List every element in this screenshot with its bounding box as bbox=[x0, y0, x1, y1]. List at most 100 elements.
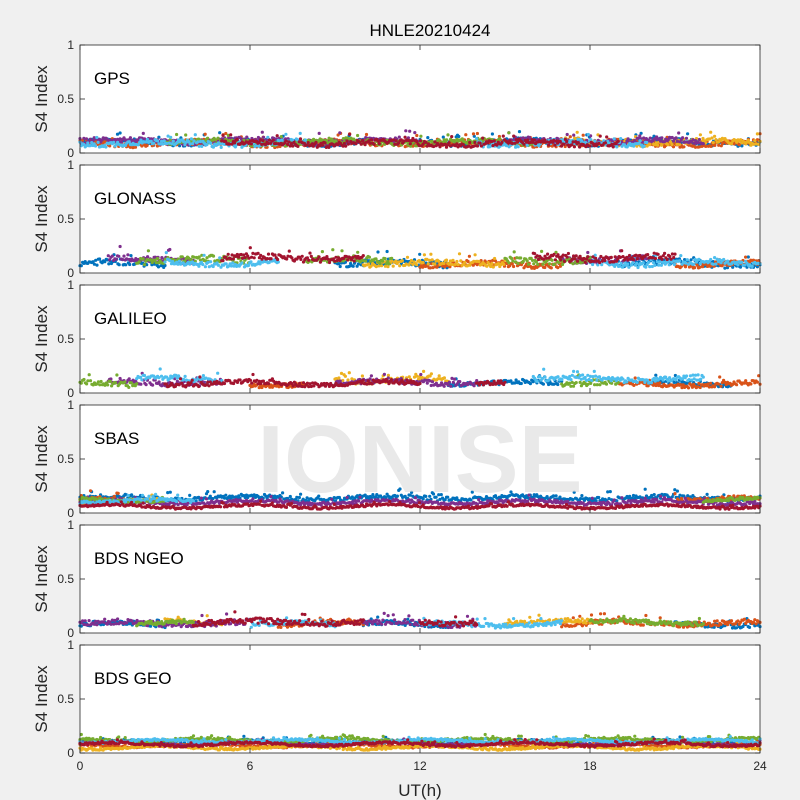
data-point bbox=[146, 255, 150, 259]
data-point bbox=[697, 137, 702, 142]
data-point bbox=[697, 145, 702, 149]
data-point bbox=[511, 264, 516, 269]
data-point bbox=[445, 138, 449, 142]
data-point bbox=[133, 145, 138, 149]
data-point bbox=[512, 134, 516, 138]
data-point bbox=[221, 259, 225, 263]
data-point bbox=[425, 381, 429, 385]
data-point bbox=[226, 252, 230, 256]
data-point bbox=[128, 262, 132, 267]
data-point bbox=[526, 262, 531, 266]
data-point bbox=[468, 140, 472, 145]
data-point bbox=[560, 377, 564, 382]
data-point bbox=[370, 382, 374, 386]
constellation-label: GPS bbox=[94, 69, 130, 88]
data-point bbox=[252, 256, 256, 260]
data-point bbox=[658, 381, 662, 385]
data-point bbox=[709, 144, 713, 148]
data-point bbox=[475, 131, 479, 136]
data-point bbox=[377, 142, 381, 146]
data-point bbox=[104, 145, 108, 149]
data-point bbox=[493, 256, 497, 261]
data-point bbox=[84, 137, 89, 141]
data-point bbox=[451, 380, 455, 384]
data-point bbox=[516, 145, 520, 149]
data-point bbox=[182, 377, 186, 382]
data-point bbox=[693, 266, 697, 270]
data-point bbox=[366, 262, 371, 266]
data-point bbox=[675, 142, 679, 146]
data-point bbox=[609, 255, 613, 259]
data-point bbox=[481, 136, 485, 140]
data-point bbox=[467, 254, 471, 258]
data-point bbox=[547, 262, 552, 266]
data-point bbox=[327, 145, 331, 149]
data-point bbox=[659, 139, 663, 143]
data-point bbox=[685, 258, 689, 262]
data-point bbox=[549, 266, 553, 270]
data-point bbox=[337, 376, 341, 380]
data-point bbox=[507, 261, 511, 265]
data-point bbox=[533, 252, 537, 256]
data-point bbox=[589, 134, 593, 138]
data-point bbox=[279, 135, 283, 139]
data-point bbox=[490, 132, 494, 136]
data-point bbox=[296, 144, 300, 148]
data-point bbox=[378, 261, 382, 266]
data-point bbox=[519, 256, 523, 260]
data-point bbox=[160, 256, 164, 260]
data-point bbox=[342, 141, 346, 145]
data-point bbox=[361, 378, 365, 382]
data-point bbox=[683, 140, 687, 144]
data-point bbox=[477, 260, 481, 264]
data-point bbox=[631, 257, 636, 262]
data-point bbox=[231, 257, 235, 261]
data-point bbox=[155, 256, 160, 261]
data-point bbox=[119, 140, 123, 144]
data-point bbox=[422, 253, 426, 257]
data-point bbox=[446, 133, 450, 137]
data-point bbox=[748, 140, 752, 145]
data-point bbox=[729, 142, 734, 146]
data-point bbox=[338, 131, 342, 135]
data-point bbox=[712, 385, 717, 389]
data-point bbox=[447, 141, 451, 145]
data-point bbox=[157, 380, 161, 384]
data-point bbox=[709, 130, 713, 134]
data-point bbox=[301, 381, 306, 385]
y-tick-label: 0.5 bbox=[57, 332, 74, 346]
data-point bbox=[464, 133, 468, 137]
data-point bbox=[317, 131, 321, 135]
data-point bbox=[625, 380, 629, 384]
data-point bbox=[352, 259, 356, 263]
data-point bbox=[356, 250, 360, 254]
data-point bbox=[441, 135, 445, 139]
data-point bbox=[178, 377, 183, 381]
data-point bbox=[142, 373, 147, 378]
data-point bbox=[675, 139, 680, 143]
data-point bbox=[129, 381, 133, 385]
data-point bbox=[390, 256, 394, 260]
data-point bbox=[735, 383, 739, 387]
data-point bbox=[613, 255, 617, 259]
data-point bbox=[612, 137, 616, 141]
data-point bbox=[627, 253, 632, 258]
data-point bbox=[698, 133, 703, 137]
data-point bbox=[740, 144, 744, 148]
data-point bbox=[211, 254, 216, 258]
data-point bbox=[327, 136, 331, 140]
data-point bbox=[744, 255, 748, 259]
data-point bbox=[287, 249, 291, 253]
data-point bbox=[562, 259, 567, 263]
data-point bbox=[449, 384, 453, 388]
data-point bbox=[661, 378, 665, 382]
data-point bbox=[583, 260, 587, 264]
data-point bbox=[422, 369, 426, 373]
data-point bbox=[592, 369, 596, 373]
data-point bbox=[639, 131, 643, 135]
data-point bbox=[419, 134, 423, 138]
data-point bbox=[671, 145, 676, 149]
data-point bbox=[492, 139, 496, 143]
data-point bbox=[553, 143, 557, 147]
